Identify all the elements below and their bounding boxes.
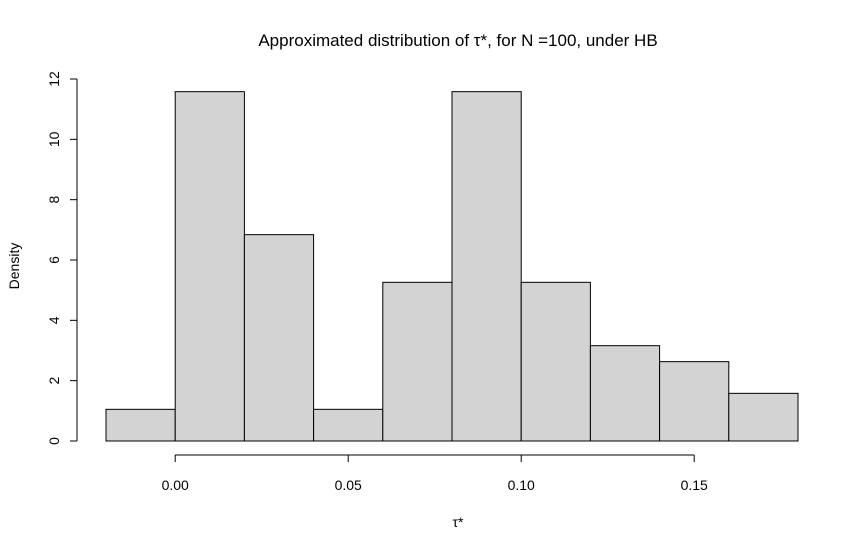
histogram-bar-2 [243, 234, 315, 442]
histogram-bar-9 [728, 392, 799, 442]
histogram-bar-0 [105, 408, 176, 442]
bars-group [105, 91, 799, 442]
histogram-bar-8 [659, 361, 730, 442]
chart-title: Approximated distribution of τ*, for N =… [258, 31, 657, 50]
histogram-bar-4 [382, 281, 453, 442]
x-axis: 0.00 0.05 0.10 0.15 [162, 454, 708, 493]
y-tick-label-6: 12 [46, 71, 62, 87]
x-tick-label-1: 0.05 [335, 477, 362, 493]
y-tick-label-5: 10 [46, 131, 62, 147]
x-tick-label-3: 0.15 [681, 477, 708, 493]
x-tick-label-2: 0.10 [508, 477, 535, 493]
y-tick-label-2: 4 [46, 316, 62, 324]
y-axis: 0 2 4 6 8 10 12 [46, 71, 78, 445]
x-tick-label-0: 0.00 [162, 477, 189, 493]
y-tick-label-1: 2 [46, 377, 62, 385]
y-tick-label-4: 8 [46, 196, 62, 204]
histogram-bar-1 [174, 91, 245, 442]
y-tick-label-3: 6 [46, 256, 62, 264]
histogram-bar-6 [520, 281, 591, 442]
y-tick-label-0: 0 [46, 437, 62, 445]
histogram-bar-7 [589, 345, 661, 442]
y-axis-label: Density [6, 243, 22, 290]
histogram-bar-5 [451, 91, 522, 442]
histogram-bar-3 [313, 408, 384, 442]
x-axis-label: τ* [453, 514, 465, 530]
